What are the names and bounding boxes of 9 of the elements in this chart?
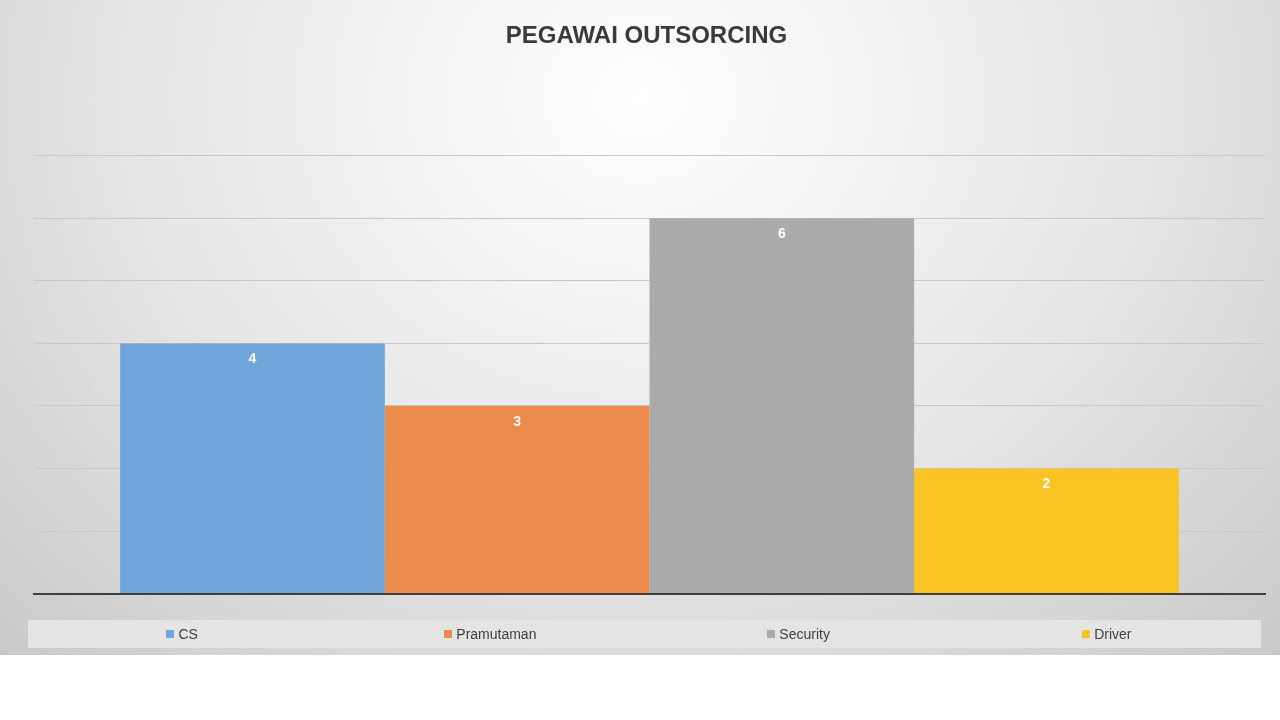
legend-label: CS	[178, 626, 198, 642]
legend-label: Security	[779, 626, 830, 642]
data-label: 2	[1042, 475, 1051, 492]
data-label: 6	[777, 225, 786, 242]
data-label: 3	[513, 412, 522, 429]
legend-label: Pramutaman	[456, 626, 537, 642]
data-label: 4	[248, 350, 257, 367]
legend-label: Driver	[1094, 626, 1132, 642]
chart-title: PEGAWAI OUTSORCING	[505, 21, 788, 49]
